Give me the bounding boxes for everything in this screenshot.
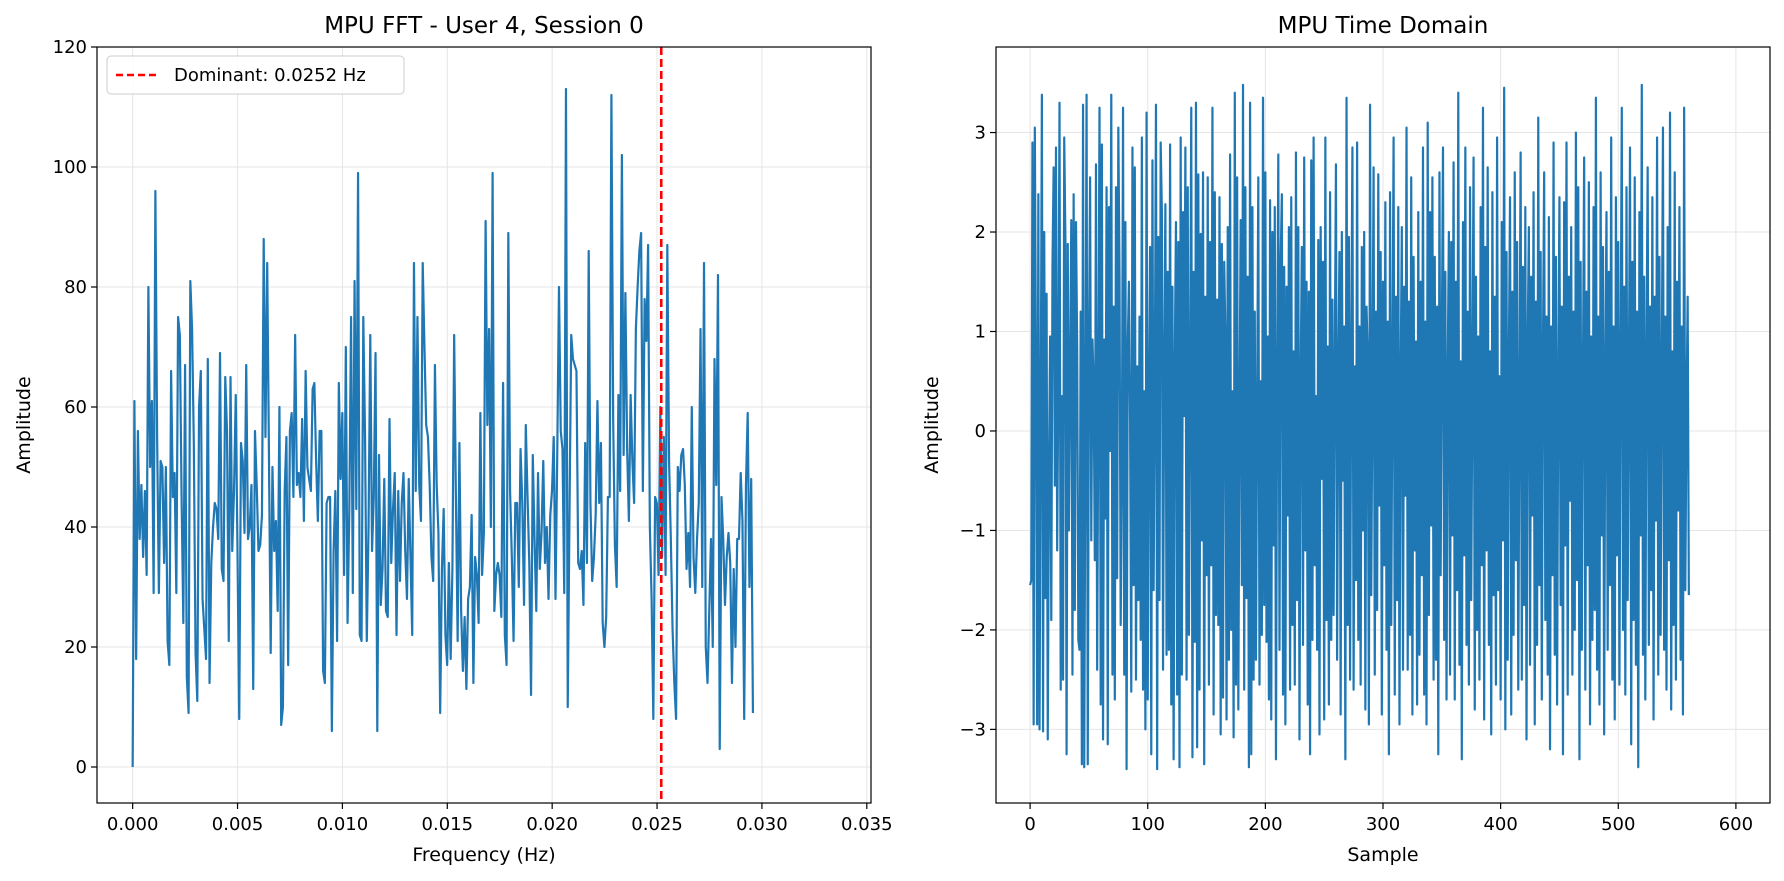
y-tick-label: −2 (959, 620, 986, 641)
fft-x-axis-label: Frequency (Hz) (412, 844, 555, 866)
time-plot-area (1029, 83, 1690, 771)
y-tick-label: 100 (53, 157, 87, 178)
fft-y-ticks: 0 20 40 60 80 100 120 (53, 37, 97, 778)
x-tick-label: 0 (1024, 814, 1035, 835)
y-tick-label: 1 (975, 321, 986, 342)
y-tick-label: 80 (64, 277, 87, 298)
y-tick-label: 20 (64, 637, 87, 658)
fft-chart: 0.000 0.005 0.010 0.015 0.020 0.025 0.030 0.035… (13, 13, 893, 866)
x-tick-label: 0.000 (107, 814, 159, 835)
x-tick-label: 500 (1601, 814, 1635, 835)
x-tick-label: 0.020 (526, 814, 578, 835)
time-y-axis-label: Amplitude (921, 376, 943, 473)
time-x-ticks: 0 100 200 300 400 500 600 (1024, 803, 1753, 835)
y-tick-label: 40 (64, 517, 87, 538)
legend-box (106, 55, 405, 95)
y-tick-label: 60 (64, 397, 87, 418)
x-tick-label: 100 (1131, 814, 1165, 835)
time-domain-chart: 0 100 200 300 400 500 600 −3 −2 −1 0 1 2 3 MPU Time … (921, 13, 1771, 866)
y-tick-label: 0 (975, 421, 986, 442)
fft-axes-frame (96, 46, 872, 804)
time-title: MPU Time Domain (1278, 13, 1489, 39)
time-y-ticks: −3 −2 −1 0 1 2 3 (959, 123, 996, 740)
series-line (131, 87, 755, 768)
y-tick-label: 3 (975, 123, 986, 144)
x-tick-label: 300 (1366, 814, 1400, 835)
x-tick-label: 200 (1248, 814, 1282, 835)
x-tick-label: 0.005 (212, 814, 264, 835)
y-tick-label: −3 (959, 719, 986, 740)
x-tick-label: 0.035 (841, 814, 893, 835)
x-tick-label: 0.030 (736, 814, 788, 835)
y-tick-label: 0 (76, 757, 87, 778)
legend-label: Dominant: 0.0252 Hz (174, 65, 366, 86)
y-tick-label: −1 (959, 520, 986, 541)
fft-plot-area (131, 47, 755, 803)
series-line (1029, 83, 1690, 771)
fft-x-ticks: 0.000 0.005 0.010 0.015 0.020 0.025 0.030 0.035 (107, 803, 893, 835)
x-tick-label: 0.015 (422, 814, 474, 835)
time-x-axis-label: Sample (1347, 844, 1418, 866)
y-tick-label: 2 (975, 222, 986, 243)
fft-title: MPU FFT - User 4, Session 0 (324, 13, 644, 39)
x-tick-label: 400 (1483, 814, 1517, 835)
fft-legend: Dominant: 0.0252 Hz (106, 55, 405, 95)
y-tick-label: 120 (53, 37, 87, 58)
x-tick-label: 0.010 (317, 814, 369, 835)
x-tick-label: 0.025 (631, 814, 683, 835)
x-tick-label: 600 (1719, 814, 1753, 835)
fft-y-axis-label: Amplitude (13, 376, 35, 473)
